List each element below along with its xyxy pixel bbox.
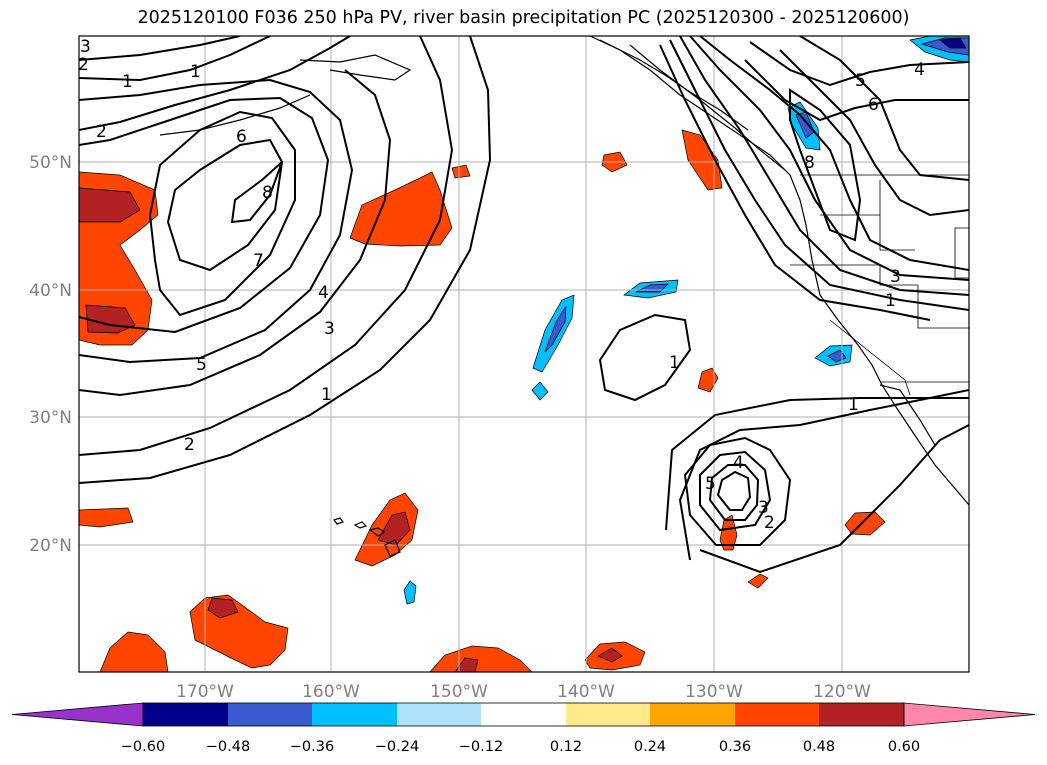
contour-label: 1	[190, 62, 201, 82]
contour-label: 3	[890, 267, 901, 287]
colorbar-segment	[143, 703, 228, 726]
latitude-labels: 50°N 40°N 30°N 20°N	[29, 153, 72, 556]
colorbar-frame	[142, 702, 905, 727]
colorbar-tick-label: −0.12	[459, 739, 503, 755]
contour-label: 8	[262, 183, 273, 203]
grid-lines	[79, 36, 969, 672]
contour-label: 4	[318, 283, 329, 303]
lon-label-160w: 160°W	[302, 682, 360, 702]
colorbar-tick-label: 0.60	[888, 739, 920, 755]
colorbar-tick-label: 0.12	[550, 739, 582, 755]
colorbar-extension-high	[903, 702, 1036, 727]
contour-label: 3	[758, 498, 769, 518]
map-frame	[78, 35, 970, 673]
lat-label-30n: 30°N	[29, 408, 72, 428]
contour-label: 3	[324, 319, 335, 339]
lat-label-40n: 40°N	[29, 281, 72, 301]
colorbar-segment	[397, 703, 481, 726]
colorbar-tick-label: −0.48	[206, 739, 250, 755]
contour-label: 5	[855, 71, 866, 91]
colorbar-segment	[735, 703, 819, 726]
contour-label: 5	[196, 355, 207, 375]
colorbar-tick-label: 0.48	[803, 739, 835, 755]
contour-label: 2	[184, 435, 195, 455]
pv-contours	[79, 36, 969, 574]
colorbar: −0.60 −0.48 −0.36 −0.24 −0.12 0.12 0.24 …	[11, 702, 1036, 755]
contour-label: 1	[321, 385, 332, 405]
lon-label-150w: 150°W	[430, 682, 488, 702]
lat-label-20n: 20°N	[29, 536, 72, 556]
colorbar-tick-label: 0.36	[719, 739, 751, 755]
contour-labels: 3 2 1 1 2 6 8 7 4 3 5 1 2 1 4 5 3 2 1 5 …	[78, 37, 925, 533]
lon-label-170w: 170°W	[176, 682, 234, 702]
contour-label: 2	[96, 122, 107, 142]
colorbar-extension-low	[11, 702, 144, 727]
contour-label: 5	[705, 474, 716, 494]
lon-label-120w: 120°W	[813, 682, 871, 702]
contour-label: 1	[848, 395, 859, 415]
contour-label: 4	[914, 60, 925, 80]
contour-label: 2	[78, 55, 89, 75]
colorbar-tick-label: −0.60	[121, 739, 165, 755]
contour-label: 1	[885, 291, 896, 311]
colorbar-tick-label: −0.24	[375, 739, 419, 755]
lon-label-130w: 130°W	[685, 682, 743, 702]
lon-label-140w: 140°W	[557, 682, 615, 702]
colorbar-segment	[228, 703, 312, 726]
contour-label: 4	[733, 453, 744, 473]
colorbar-segment	[312, 703, 397, 726]
longitude-labels: 170°W 160°W 150°W 140°W 130°W 120°W	[176, 682, 871, 702]
contour-label: 3	[80, 37, 91, 57]
map-title: 2025120100 F036 250 hPa PV, river basin …	[137, 8, 910, 28]
contour-label: 6	[236, 127, 247, 147]
contour-label: 7	[253, 251, 264, 271]
contour-label: 2	[764, 513, 775, 533]
contour-label: 6	[868, 95, 879, 115]
colorbar-segment	[566, 703, 650, 726]
contour-label: 1	[669, 353, 680, 373]
political-borders	[790, 174, 969, 396]
lat-label-50n: 50°N	[29, 153, 72, 173]
colorbar-segment	[481, 703, 566, 726]
precip-negative-areas	[403, 36, 969, 605]
colorbar-tick-label: −0.36	[290, 739, 334, 755]
contour-label: 8	[804, 153, 815, 173]
contour-label: 1	[122, 72, 133, 92]
colorbar-segment	[819, 703, 904, 726]
colorbar-tick-label: 0.24	[634, 739, 666, 755]
colorbar-segment	[650, 703, 735, 726]
